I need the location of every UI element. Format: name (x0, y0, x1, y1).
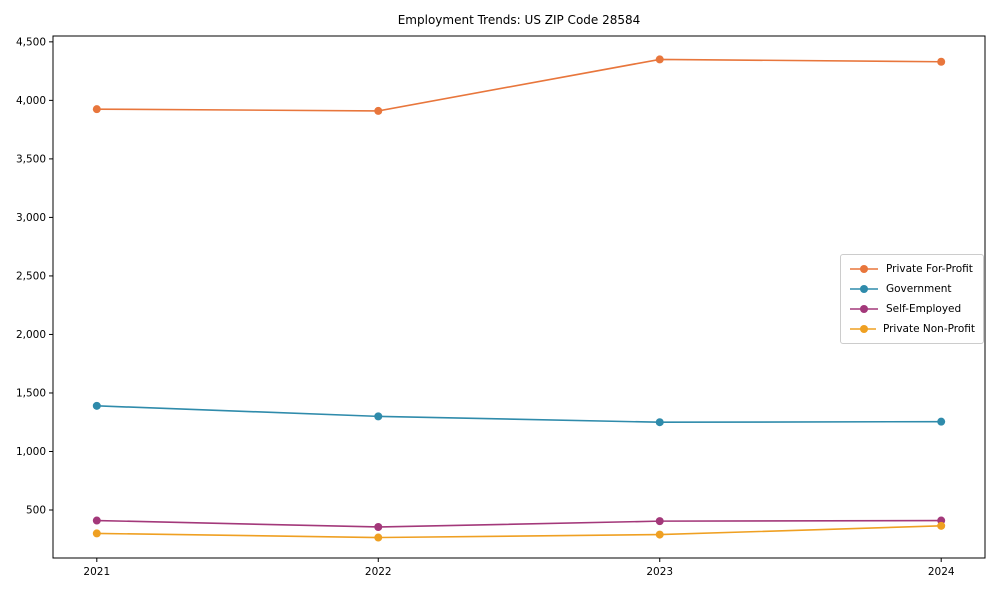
series-line (96, 525, 942, 539)
y-tick-label: 500 (26, 505, 46, 517)
legend-label: Government (886, 283, 952, 295)
y-tick-label: 4,000 (16, 95, 46, 107)
data-point (937, 521, 946, 530)
y-tick-label: 3,000 (16, 212, 46, 224)
data-point (937, 57, 946, 66)
legend-label: Self-Employed (886, 303, 962, 315)
x-tick-label: 2021 (83, 566, 110, 578)
data-point (655, 418, 664, 427)
data-point (92, 516, 101, 525)
series-line (96, 58, 942, 112)
y-tick-label: 1,000 (16, 446, 46, 458)
legend: Private For-Profit Government Self-Employe… (840, 254, 984, 344)
y-tick-label: 2,500 (16, 270, 46, 282)
legend-swatch-icon (850, 325, 876, 333)
legend-item: Self-Employed (849, 301, 975, 317)
legend-item: Private For-Profit (849, 261, 975, 277)
data-point (655, 55, 664, 64)
data-point (92, 401, 101, 410)
y-tick-label: 3,500 (16, 153, 46, 165)
legend-swatch-icon (850, 285, 878, 293)
data-point (92, 529, 101, 538)
legend-label: Private Non-Profit (882, 323, 975, 335)
data-point (655, 517, 664, 526)
y-tick-label: 1,500 (16, 387, 46, 399)
series-line (96, 519, 942, 528)
data-point (937, 417, 946, 426)
legend-item: Government (849, 281, 975, 297)
series-line (96, 405, 942, 424)
data-point (374, 412, 383, 421)
legend-swatch-icon (850, 265, 878, 273)
data-point (655, 530, 664, 539)
y-tick-label: 2,000 (16, 329, 46, 341)
legend-label: Private For-Profit (886, 263, 973, 275)
data-point (92, 105, 101, 114)
data-point (374, 533, 383, 542)
chart-title: Employment Trends: US ZIP Code 28584 (397, 13, 641, 27)
x-tick-label: 2023 (646, 566, 673, 578)
x-tick-label: 2022 (365, 566, 392, 578)
x-tick-label: 2024 (928, 566, 955, 578)
data-point (374, 106, 383, 115)
legend-swatch-icon (850, 305, 878, 313)
y-tick-label: 4,500 (16, 36, 46, 48)
data-point (374, 522, 383, 531)
plot-border (52, 35, 986, 559)
legend-item: Private Non-Profit (849, 321, 975, 337)
